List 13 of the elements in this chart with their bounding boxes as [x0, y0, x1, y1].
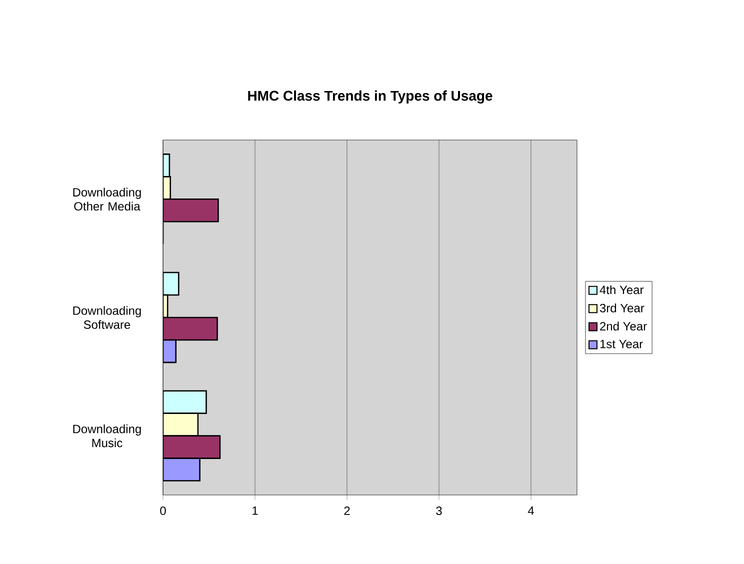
x-tick-label: 2: [344, 506, 350, 515]
legend-label: 3rd Year: [600, 304, 644, 312]
x-tick-label: 0: [160, 506, 166, 516]
legend-label: 1st Year: [600, 340, 643, 348]
x-tick-label: 1: [252, 506, 258, 515]
x-tick-label: 3: [436, 506, 442, 516]
legend-label: 4th Year: [600, 285, 644, 294]
y-tick-label: Downloading Music: [73, 424, 141, 448]
y-tick-label: Downloading Software: [73, 306, 141, 329]
y-tick-label: Downloading Other Media: [73, 188, 141, 211]
x-tick-label: 4: [528, 506, 534, 515]
chart-title: HMC Class Trends in Types of Usage: [248, 90, 492, 104]
legend-label: 2nd Year: [600, 322, 647, 331]
